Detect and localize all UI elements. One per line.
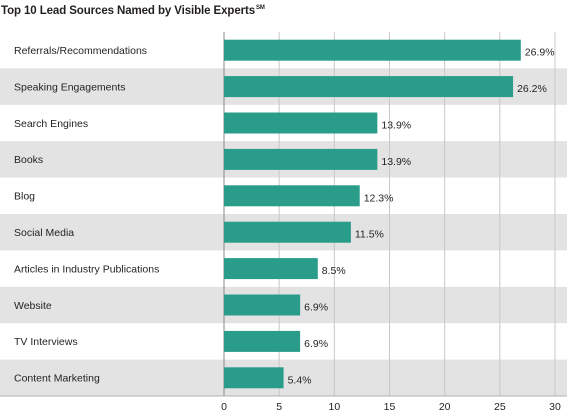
category-label: Speaking Engagements: [14, 81, 126, 93]
bars: [224, 39, 521, 389]
service-mark: SM: [256, 5, 265, 11]
bar: [224, 39, 521, 61]
value-label: 8.5%: [322, 265, 346, 277]
value-label: 11.5%: [355, 229, 384, 241]
category-label: Articles in Industry Publications: [14, 263, 159, 275]
category-label: Website: [14, 300, 52, 312]
category-label: Referrals/Recommendations: [14, 45, 147, 57]
category-label: TV Interviews: [14, 336, 78, 348]
value-label: 26.9%: [525, 47, 555, 59]
value-label: 26.2%: [517, 83, 547, 95]
chart-title: Top 10 Lead Sources Named by Visible Exp…: [1, 5, 265, 17]
bar: [224, 112, 378, 134]
category-label: Books: [14, 154, 43, 166]
x-tick-label: 0: [221, 401, 227, 413]
bar: [224, 185, 360, 207]
x-tick-label: 10: [328, 401, 340, 413]
value-label: 13.9%: [381, 120, 411, 132]
chart-title-text: Top 10 Lead Sources Named by Visible Exp…: [1, 5, 256, 17]
category-label: Blog: [14, 191, 35, 203]
value-label: 13.9%: [381, 156, 411, 168]
bar: [224, 76, 514, 98]
value-label: 6.9%: [304, 338, 328, 350]
bar: [224, 330, 301, 352]
category-label: Content Marketing: [14, 373, 100, 385]
bar: [224, 367, 284, 389]
value-label: 12.3%: [364, 192, 394, 204]
x-axis-tick-labels: 0 5 10 15 20 25 30: [221, 401, 561, 413]
x-tick-label: 20: [439, 401, 451, 413]
bar: [224, 221, 351, 243]
x-tick-label: 30: [549, 401, 561, 413]
value-label: 6.9%: [304, 302, 328, 314]
category-labels: Referrals/Recommendations Speaking Engage…: [14, 45, 159, 385]
value-label: 5.4%: [288, 374, 312, 386]
bar: [224, 258, 318, 280]
x-tick-label: 25: [494, 401, 506, 413]
category-label: Social Media: [14, 227, 74, 239]
x-tick-label: 15: [384, 401, 396, 413]
bar: [224, 148, 378, 170]
category-label: Search Engines: [14, 118, 88, 130]
bar: [224, 294, 301, 316]
x-tick-label: 5: [276, 401, 282, 413]
value-labels: 26.9% 26.2% 13.9% 13.9% 12.3% 11.5% 8.5% 6.9% 6.…: [288, 47, 555, 387]
